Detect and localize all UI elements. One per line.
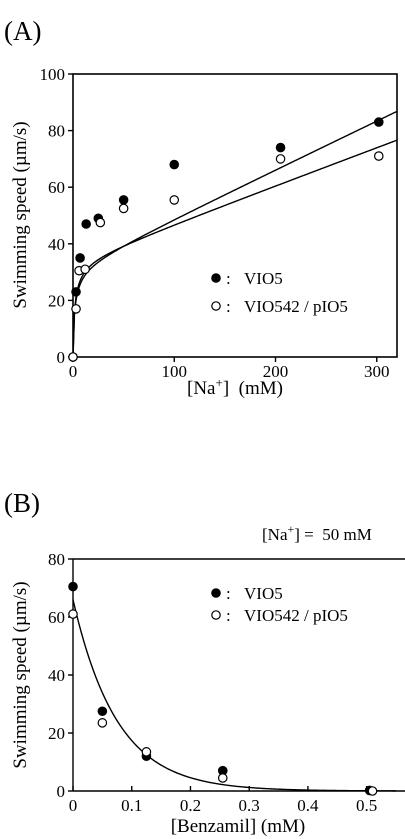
legend-colon-a1: :	[226, 269, 231, 288]
legend-label-vio542-b: VIO542 / pIO5	[244, 606, 348, 625]
y-axis-label-b: Swimming speed (µm/s)	[10, 581, 31, 768]
data-point-a-vio542-4	[95, 217, 106, 228]
data-point-b-vio5-1	[97, 706, 108, 717]
y-tick-label-a-5: 100	[40, 65, 66, 84]
data-point-a-vio5-5	[118, 195, 129, 205]
data-point-a-vio5-6	[169, 159, 180, 170]
x-tick-label-b-4: 0.4	[297, 796, 319, 815]
data-point-a-vio5-7	[275, 142, 286, 153]
data-point-a-vio542-3	[80, 264, 90, 275]
data-point-a-vio542-7	[275, 154, 286, 164]
legend-marker-vio5-a	[211, 273, 221, 283]
y-tick-label-a-1: 20	[48, 291, 65, 310]
data-point-a-vio5-1	[71, 287, 81, 297]
legend-label-vio542-a: VIO542 / pIO5	[244, 297, 348, 316]
data-point-a-vio5-3	[81, 219, 91, 229]
plot-frame-a	[72, 73, 398, 358]
x-tick-label-b-3: 0.3	[239, 796, 260, 815]
legend-marker-vio542-b	[211, 610, 221, 620]
y-tick-label-b-2: 40	[48, 666, 65, 685]
y-axis-label-a: Swimming speed (µm/s)	[10, 121, 31, 308]
legend-marker-vio542-a	[211, 301, 221, 311]
data-point-b-vio542-1	[97, 718, 108, 728]
y-tick-label-a-3: 60	[48, 178, 65, 197]
data-point-a-vio5-8	[373, 117, 384, 127]
data-point-a-vio542-0	[68, 352, 78, 362]
y-tick-label-b-4: 80	[48, 550, 65, 569]
data-point-a-vio542-5	[118, 203, 129, 214]
panel-label-a: (A)	[4, 16, 41, 46]
legend-colon-b2: :	[226, 606, 231, 625]
annotation-na-50mm: [Na+] = 50 mM	[262, 522, 372, 544]
data-point-b-vio542-4	[367, 786, 378, 796]
x-tick-label-b-5: 0.5	[356, 796, 377, 815]
y-tick-label-b-1: 20	[48, 724, 65, 743]
legend-a: : VIO5 : VIO542 / pIO5	[211, 269, 348, 316]
x-tick-label-b-0: 0	[69, 796, 78, 815]
fit-curve-b-0	[72, 599, 396, 792]
legend-colon-b1: :	[226, 584, 231, 603]
fit-curve-a-1	[72, 139, 398, 358]
y-tick-label-b-0: 0	[57, 782, 66, 801]
fit-curves-a	[72, 110, 398, 358]
axis-ticks-b: 0 0.1 0.2 0.3 0.4 0.5 0 20 40 60 80	[48, 550, 377, 815]
x-tick-label-b-2: 0.2	[180, 796, 201, 815]
x-axis-label-a: [Na+] (mM)	[187, 375, 283, 400]
panel-label-b: (B)	[4, 488, 40, 518]
y-tick-label-b-3: 60	[48, 608, 65, 627]
fit-curve-a-0	[72, 110, 398, 358]
legend-marker-vio5-b	[211, 588, 221, 598]
data-point-a-vio542-8	[373, 151, 384, 161]
data-point-b-vio542-2	[141, 747, 152, 757]
data-point-b-vio5-0	[68, 581, 78, 592]
axis-ticks-a: 0 100 200 300 0 20 40 60 80 100	[40, 65, 390, 381]
x-tick-label-a-1: 100	[162, 362, 188, 381]
data-point-a-vio5-2	[75, 253, 85, 263]
data-point-a-vio542-6	[169, 195, 180, 205]
x-tick-label-a-0: 0	[69, 362, 78, 381]
fit-curves-b	[72, 599, 396, 792]
y-tick-label-a-0: 0	[57, 348, 66, 367]
data-point-b-vio542-3	[217, 773, 228, 783]
x-tick-label-a-2: 200	[263, 362, 289, 381]
x-tick-label-b-1: 0.1	[121, 796, 142, 815]
y-tick-label-a-2: 40	[48, 235, 65, 254]
legend-b: : VIO5 : VIO542 / pIO5	[211, 584, 348, 625]
data-points-a	[68, 117, 384, 362]
y-tick-label-a-4: 80	[48, 122, 65, 141]
x-axis-label-b: [Benzamil] (mM)	[171, 816, 306, 837]
legend-colon-a2: :	[226, 297, 231, 316]
legend-label-vio5-b: VIO5	[244, 584, 283, 603]
data-point-b-vio542-0	[68, 609, 78, 619]
x-tick-label-a-3: 300	[364, 362, 390, 381]
data-point-a-vio542-1	[71, 304, 81, 314]
data-points-b	[68, 581, 378, 796]
legend-label-vio5-a: VIO5	[244, 269, 283, 288]
